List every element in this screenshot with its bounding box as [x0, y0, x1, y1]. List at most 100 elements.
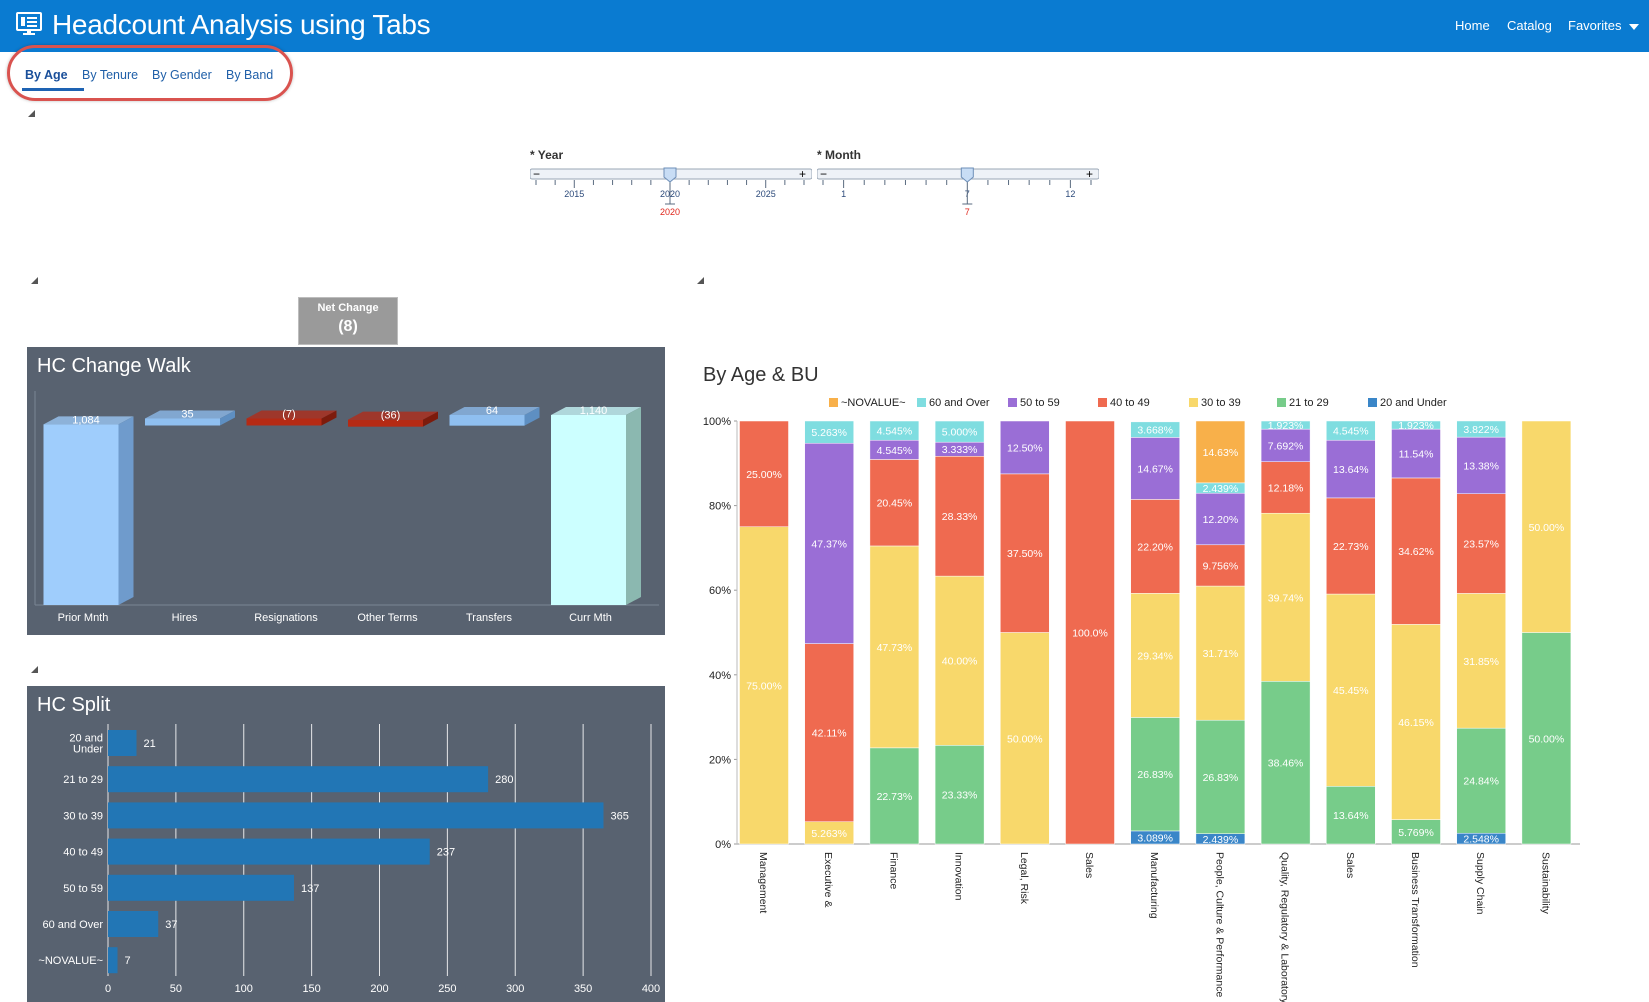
segment-value-label: 25.00% — [746, 469, 782, 481]
split-category-label: ~NOVALUE~ — [38, 955, 103, 967]
segment-value-label: 50.00% — [1529, 733, 1565, 745]
legend-label: 50 to 59 — [1020, 397, 1060, 409]
segment-value-label: 5.263% — [811, 427, 847, 439]
x-category-label: Management — [757, 852, 769, 913]
walk-bar-side — [423, 411, 438, 427]
walk-bar — [551, 415, 626, 605]
legend-swatch — [829, 398, 838, 407]
segment-value-label: 23.33% — [942, 790, 978, 802]
segment-value-label: 0.0% — [882, 411, 906, 423]
stacked-bar-segment — [1195, 719, 1246, 834]
walk-category-label: Hires — [172, 612, 198, 624]
section-collapse-icon[interactable] — [31, 277, 38, 284]
stacked-bar-segment — [1391, 624, 1441, 820]
segment-value-label: 14.67% — [1137, 463, 1173, 475]
minus-icon: − — [533, 167, 540, 181]
stacked-bar-segment — [1195, 544, 1246, 587]
split-x-tick-label: 150 — [302, 983, 320, 995]
net-change-card: Net Change (8) — [298, 297, 398, 345]
year-slider-tick-label: 2015 — [564, 189, 584, 199]
stacked-bar-segment — [1195, 420, 1246, 484]
segment-value-label: 37.50% — [1007, 548, 1043, 560]
split-x-tick-label: 50 — [170, 983, 182, 995]
segment-value-label: 9.756% — [1203, 560, 1239, 572]
year-filter-label: * Year — [530, 148, 564, 162]
tab-by-gender[interactable]: By Gender — [152, 68, 212, 82]
hc-change-walk-title: HC Change Walk — [37, 355, 191, 377]
stacked-bar-segment — [1456, 420, 1506, 438]
hc-split-panel: HC Split 0 50 100 150 200 250 300 350 400 21 20 an… — [27, 686, 665, 1002]
walk-bar-side — [321, 410, 337, 426]
app-title: Headcount Analysis using Tabs — [52, 9, 431, 40]
split-bar-value-label: 21 — [144, 738, 156, 750]
split-bar-value-label: 280 — [495, 774, 513, 786]
segment-value-label: 4.545% — [877, 445, 913, 457]
nav-home-link[interactable]: Home — [1455, 18, 1490, 33]
segment-value-label: 31.85% — [1463, 656, 1499, 668]
walk-bar-side — [524, 407, 540, 426]
split-bar — [108, 947, 118, 974]
walk-bar-side — [220, 410, 235, 426]
x-category-label: Manufacturing — [1148, 852, 1160, 919]
tab-by-tenure[interactable]: By Tenure — [82, 68, 139, 82]
stacked-bar-segment — [1326, 420, 1376, 441]
stacked-bar-segment — [1000, 420, 1050, 475]
section-collapse-icon[interactable] — [31, 666, 38, 673]
segment-value-label: 0.0% — [1013, 411, 1037, 423]
stacked-bar-segment — [1456, 493, 1506, 594]
segment-value-label: 3.822% — [1463, 424, 1499, 436]
stacked-bar-segment — [1130, 437, 1180, 500]
nav-favorites-menu[interactable]: Favorites — [1568, 18, 1640, 33]
segment-value-label: 11.54% — [1399, 449, 1434, 461]
month-slider[interactable]: −+17127 — [817, 166, 1099, 216]
segment-value-label: 26.83% — [1203, 772, 1239, 784]
segment-value-label: 75.00% — [746, 680, 782, 692]
stacked-bar-segment — [1195, 492, 1246, 546]
x-category-label: Quality, Regulatory & Laboratory — [1279, 852, 1291, 1002]
section-collapse-icon[interactable] — [28, 110, 35, 117]
segment-value-label: 3.333% — [942, 444, 978, 456]
stacked-bar-segment — [804, 420, 854, 444]
nav-catalog-link[interactable]: Catalog — [1507, 18, 1552, 33]
segment-value-label: 47.73% — [877, 642, 913, 654]
stacked-bar-segment — [1260, 512, 1311, 682]
walk-bar — [246, 418, 322, 426]
split-x-tick-label: 200 — [370, 983, 388, 995]
year-slider-selected-value: 2020 — [660, 207, 680, 216]
x-category-label: Sustainability — [1539, 852, 1551, 915]
segment-value-label: 34.62% — [1398, 546, 1434, 558]
walk-category-label: Transfers — [466, 612, 513, 624]
segment-value-label: 29.34% — [1137, 650, 1173, 662]
segment-value-label: 46.15% — [1398, 717, 1434, 729]
walk-bar-value-label: 1,084 — [72, 414, 100, 426]
section-collapse-icon[interactable] — [697, 277, 704, 284]
split-bar-value-label: 237 — [437, 847, 455, 859]
tab-by-band[interactable]: By Band — [226, 68, 274, 82]
y-tick-label: 80% — [709, 501, 731, 513]
dashboard-icon[interactable] — [16, 12, 42, 36]
segment-value-label: 3.668% — [1137, 425, 1173, 437]
segment-value-label: 22.73% — [877, 791, 913, 803]
split-bar — [108, 766, 489, 793]
segment-value-label: 42.11% — [812, 728, 847, 740]
stacked-bar-segment — [934, 420, 985, 443]
segment-value-label: 26.83% — [1137, 769, 1173, 781]
segment-value-label: 14.63% — [1203, 447, 1239, 459]
legend-label: 20 and Under — [1380, 397, 1447, 409]
segment-value-label: 100.0% — [1072, 628, 1108, 640]
split-category-label: Under — [73, 744, 103, 756]
legend-label: 30 to 39 — [1201, 397, 1241, 409]
split-bar — [108, 802, 604, 829]
segment-value-label: 47.37% — [811, 538, 847, 550]
legend-label: ~NOVALUE~ — [841, 397, 906, 409]
segment-value-label: 2.439% — [1203, 834, 1239, 846]
segment-value-label: 50.00% — [1007, 733, 1043, 745]
legend-swatch — [1008, 398, 1017, 407]
segment-value-label: 24.84% — [1463, 776, 1499, 788]
walk-bar-top — [551, 407, 641, 415]
stacked-bar-segment — [804, 643, 854, 822]
segment-value-label: 39.74% — [1268, 592, 1304, 604]
segment-value-label: 0.0% — [948, 411, 972, 423]
split-category-label: 30 to 39 — [63, 810, 103, 822]
